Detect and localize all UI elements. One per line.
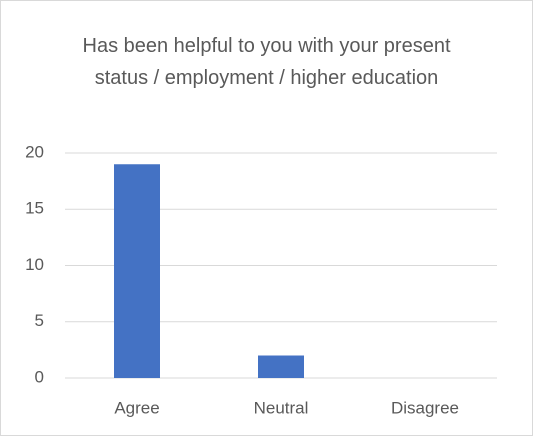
y-tick-label: 5 bbox=[35, 311, 44, 330]
bar bbox=[114, 164, 160, 378]
y-tick-label: 10 bbox=[25, 255, 44, 274]
x-tick-label: Disagree bbox=[391, 398, 459, 417]
y-tick-label: 20 bbox=[25, 142, 44, 161]
chart-title: Has been helpful to you with your presen… bbox=[82, 35, 451, 89]
y-tick-label: 0 bbox=[35, 367, 44, 386]
y-tick-label: 15 bbox=[25, 199, 44, 218]
bar bbox=[258, 355, 304, 378]
x-tick-label: Neutral bbox=[254, 398, 309, 417]
x-tick-label: Agree bbox=[114, 398, 159, 417]
